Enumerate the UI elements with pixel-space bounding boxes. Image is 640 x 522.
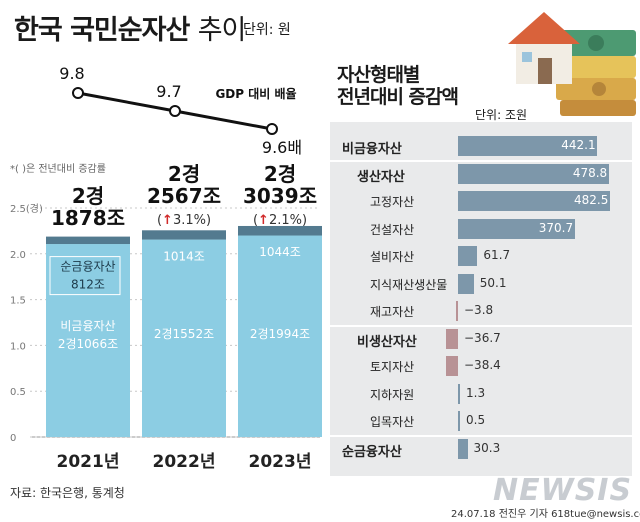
panel-title: 자산형태별 전년대비 증감액 <box>337 64 459 108</box>
change-value-label: 30.3 <box>473 440 501 455</box>
source-label: 자료: 한국은행, 통계청 <box>10 486 125 500</box>
data-label: 1044조 <box>259 245 301 259</box>
y-tick-label: 2.0 <box>10 250 26 261</box>
bar-net-financial <box>142 230 226 240</box>
line-value-label: 9.7 <box>156 82 181 101</box>
total-label-line2: 3039조 <box>243 184 317 208</box>
title-main: 한국 국민순자산 <box>14 15 190 46</box>
x-tick-label: 2022년 <box>153 452 216 472</box>
change-bar <box>458 273 474 294</box>
row-label: 고정자산 <box>370 195 415 209</box>
data-label: 2경1994조 <box>250 327 310 341</box>
x-tick-label: 2021년 <box>57 452 120 472</box>
line-point <box>169 105 181 117</box>
change-bar <box>458 438 468 459</box>
row-label: 지식재산생산물 <box>370 277 448 292</box>
panel-unit: 단위: 조원 <box>475 108 528 122</box>
data-label: 1014조 <box>163 249 205 263</box>
credit-label: 24.07.18 전진우 기자 618tue@newsis.com <box>451 509 640 520</box>
change-bar <box>458 246 478 266</box>
change-bar <box>445 356 458 376</box>
x-tick-label: 2023년 <box>249 452 312 472</box>
series-name-label: 순금융자산 <box>60 260 115 274</box>
line-point <box>72 87 84 99</box>
total-label-line1: 2경 <box>168 162 200 186</box>
house-icon <box>508 12 580 84</box>
house-money-illustration <box>508 12 636 116</box>
row-label: 비생산자산 <box>357 334 417 350</box>
group-separator <box>330 159 632 162</box>
bar-nonfinancial <box>46 244 130 437</box>
change-bar <box>458 411 460 431</box>
newsis-logo: NEWSIS <box>493 473 633 508</box>
data-label: 2경1552조 <box>154 327 214 341</box>
panel-title-line1: 자산형태별 <box>337 64 420 86</box>
line-value-label: 9.8 <box>59 64 84 83</box>
money-stack-icon <box>556 30 636 116</box>
group-separator <box>330 434 632 437</box>
page-title: 한국 국민순자산 추이 <box>14 8 247 47</box>
change-value-label: 370.7 <box>538 220 574 235</box>
change-bar <box>458 136 598 156</box>
data-label: 2경1066조 <box>58 337 118 351</box>
change-bar <box>458 191 610 211</box>
bar-net-financial <box>46 236 130 245</box>
row-label: 순금융자산 <box>342 444 402 460</box>
series-name-label: 비금융자산 <box>60 319 115 333</box>
change-value-label: −38.4 <box>464 358 501 372</box>
row-label: 설비자산 <box>370 250 415 264</box>
y-tick-label: 1.0 <box>10 341 26 352</box>
row-label: 비금융자산 <box>342 142 402 157</box>
total-label-line2: 2567조 <box>147 184 221 208</box>
change-label: (↑3.1%) <box>157 213 211 228</box>
change-value-label: 442.1 <box>561 138 596 152</box>
change-value-label: 0.5 <box>466 413 486 427</box>
y-tick-label: 0 <box>10 433 16 444</box>
title-sub: 추이 <box>197 15 247 46</box>
row-label: 생산자산 <box>357 169 405 185</box>
row-label: 입목자산 <box>370 415 415 429</box>
line-point <box>266 123 278 135</box>
change-value-label: 1.3 <box>466 385 486 400</box>
change-bar <box>458 218 575 239</box>
unit-label: 단위: 원 <box>243 22 291 38</box>
change-bar <box>458 383 460 404</box>
row-label: 토지자산 <box>370 360 415 374</box>
change-bar <box>456 301 458 321</box>
bar-nonfinancial <box>238 235 322 437</box>
y-tick-label: 2.5(경) <box>10 202 43 215</box>
line-series-name: GDP 대비 배율 <box>215 86 296 101</box>
change-value-label: 482.5 <box>574 193 609 207</box>
bar-net-financial <box>238 225 322 236</box>
change-bar <box>458 163 609 184</box>
panel-title-line2: 전년대비 증감액 <box>337 86 459 108</box>
change-value-label: 478.8 <box>572 165 608 180</box>
change-bar <box>446 328 458 349</box>
note-label: *( )은 전년대비 증감률 <box>10 164 106 175</box>
row-label: 건설자산 <box>370 222 415 237</box>
change-value-label: 61.7 <box>483 248 511 262</box>
y-tick-label: 1.5 <box>10 296 26 307</box>
total-label-line1: 2경 <box>264 162 296 186</box>
change-value-label: −3.8 <box>464 303 494 317</box>
bar-nonfinancial <box>142 239 226 437</box>
total-label-line2: 1878조 <box>51 206 125 230</box>
callout-box <box>49 256 121 296</box>
y-tick-label: 0.5 <box>10 387 26 398</box>
change-value-label: −36.7 <box>464 330 501 345</box>
row-label: 지하자원 <box>370 387 415 402</box>
group-separator <box>330 324 632 327</box>
data-label: 812조 <box>71 278 105 292</box>
row-label: 재고자산 <box>370 305 415 319</box>
total-label-line1: 2경 <box>72 184 104 208</box>
change-value-label: 50.1 <box>479 275 507 290</box>
line-value-label: 9.6배 <box>262 138 302 157</box>
change-label: (↑2.1%) <box>253 213 307 228</box>
change-panel: 비금융자산 442.1 생산자산 478.8 고정자산 482.5 건설자산 370.7 설비자… <box>330 122 632 476</box>
